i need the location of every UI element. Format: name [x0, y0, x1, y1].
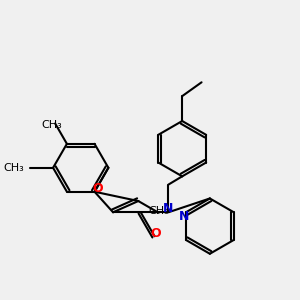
Text: O: O [150, 227, 161, 240]
Text: O: O [92, 182, 103, 195]
Text: CH₃: CH₃ [4, 163, 25, 173]
Text: N: N [179, 210, 189, 223]
Text: CH₃: CH₃ [148, 206, 169, 216]
Text: CH₃: CH₃ [42, 119, 62, 130]
Text: N: N [163, 202, 174, 215]
